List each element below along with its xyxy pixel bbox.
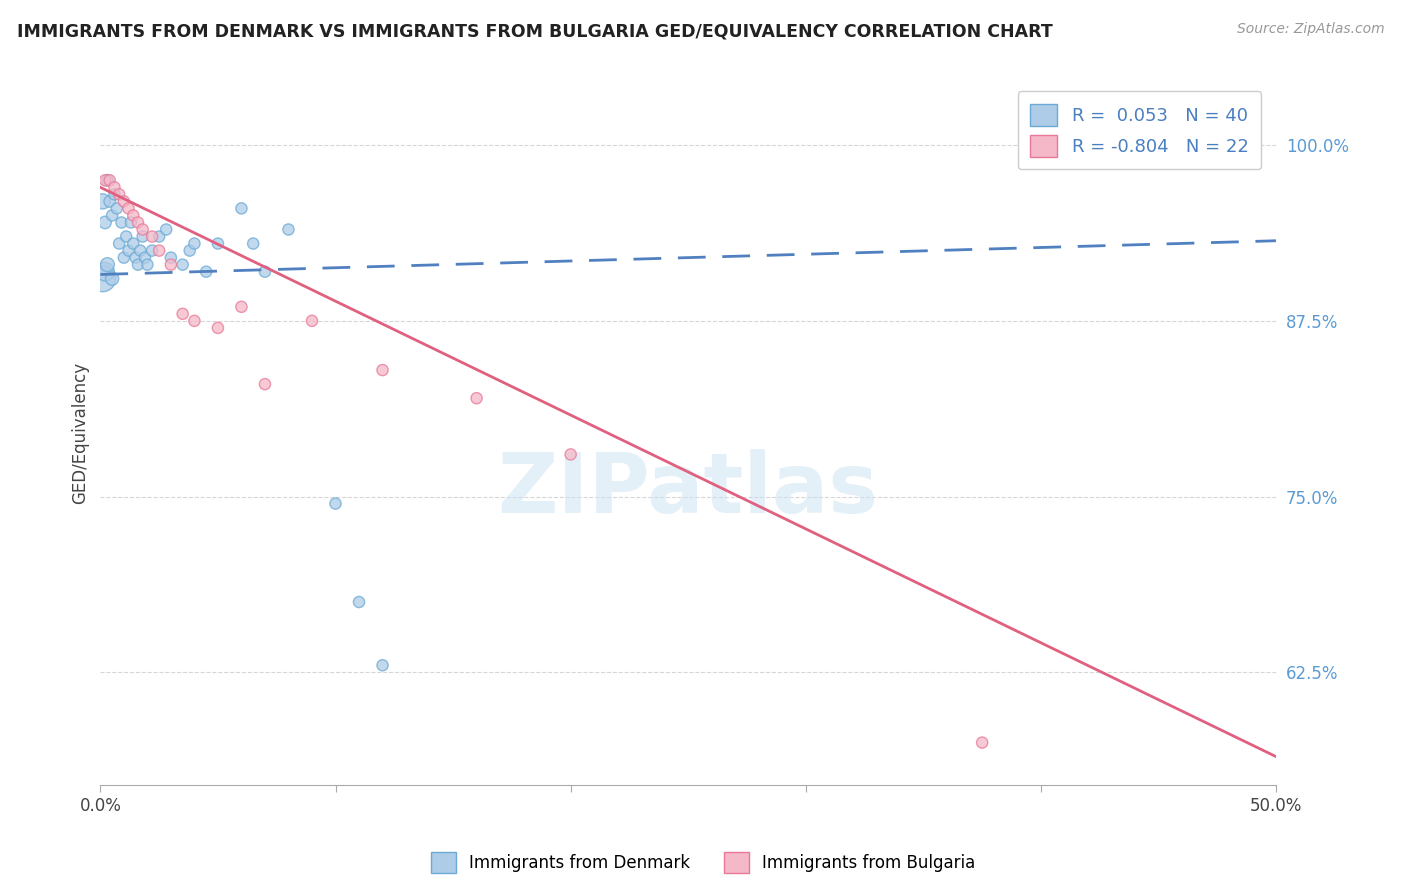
- Point: [231, 202, 253, 216]
- Point: [172, 258, 194, 272]
- Point: [94, 215, 117, 229]
- Point: [129, 244, 152, 258]
- Point: [207, 321, 229, 335]
- Point: [160, 251, 183, 265]
- Point: [117, 202, 139, 216]
- Point: [122, 209, 145, 223]
- Point: [136, 258, 159, 272]
- Point: [127, 215, 149, 229]
- Text: IMMIGRANTS FROM DENMARK VS IMMIGRANTS FROM BULGARIA GED/EQUIVALENCY CORRELATION : IMMIGRANTS FROM DENMARK VS IMMIGRANTS FR…: [17, 22, 1053, 40]
- Point: [124, 251, 146, 265]
- Point: [103, 187, 125, 202]
- Point: [242, 236, 264, 251]
- Point: [183, 314, 205, 328]
- Point: [301, 314, 323, 328]
- Point: [91, 194, 114, 209]
- Text: ZIPatlas: ZIPatlas: [498, 449, 879, 530]
- Legend: R =  0.053   N = 40, R = -0.804   N = 22: R = 0.053 N = 40, R = -0.804 N = 22: [1018, 91, 1261, 169]
- Point: [105, 202, 128, 216]
- Point: [160, 258, 183, 272]
- Point: [371, 658, 394, 673]
- Point: [371, 363, 394, 377]
- Point: [207, 236, 229, 251]
- Point: [98, 194, 121, 209]
- Point: [115, 229, 138, 244]
- Point: [172, 307, 194, 321]
- Point: [253, 265, 276, 279]
- Point: [253, 377, 276, 392]
- Point: [141, 229, 163, 244]
- Point: [127, 258, 149, 272]
- Point: [96, 173, 118, 187]
- Point: [560, 447, 582, 461]
- Legend: Immigrants from Denmark, Immigrants from Bulgaria: Immigrants from Denmark, Immigrants from…: [425, 846, 981, 880]
- Point: [148, 229, 170, 244]
- Point: [148, 244, 170, 258]
- Y-axis label: GED/Equivalency: GED/Equivalency: [72, 362, 89, 504]
- Point: [179, 244, 201, 258]
- Point: [195, 265, 218, 279]
- Point: [103, 180, 125, 194]
- Text: Source: ZipAtlas.com: Source: ZipAtlas.com: [1237, 22, 1385, 37]
- Point: [120, 215, 142, 229]
- Point: [183, 236, 205, 251]
- Point: [231, 300, 253, 314]
- Point: [101, 209, 124, 223]
- Point: [110, 215, 132, 229]
- Point: [117, 244, 139, 258]
- Point: [122, 236, 145, 251]
- Point: [96, 258, 118, 272]
- Point: [465, 391, 488, 405]
- Point: [112, 194, 135, 209]
- Point: [108, 187, 131, 202]
- Point: [134, 251, 156, 265]
- Point: [972, 735, 994, 749]
- Point: [131, 222, 153, 236]
- Point: [112, 251, 135, 265]
- Point: [98, 173, 121, 187]
- Point: [347, 595, 370, 609]
- Point: [155, 222, 177, 236]
- Point: [94, 265, 117, 279]
- Point: [277, 222, 299, 236]
- Point: [101, 271, 124, 285]
- Point: [91, 271, 114, 285]
- Point: [131, 229, 153, 244]
- Point: [325, 497, 347, 511]
- Point: [141, 244, 163, 258]
- Point: [108, 236, 131, 251]
- Point: [94, 173, 117, 187]
